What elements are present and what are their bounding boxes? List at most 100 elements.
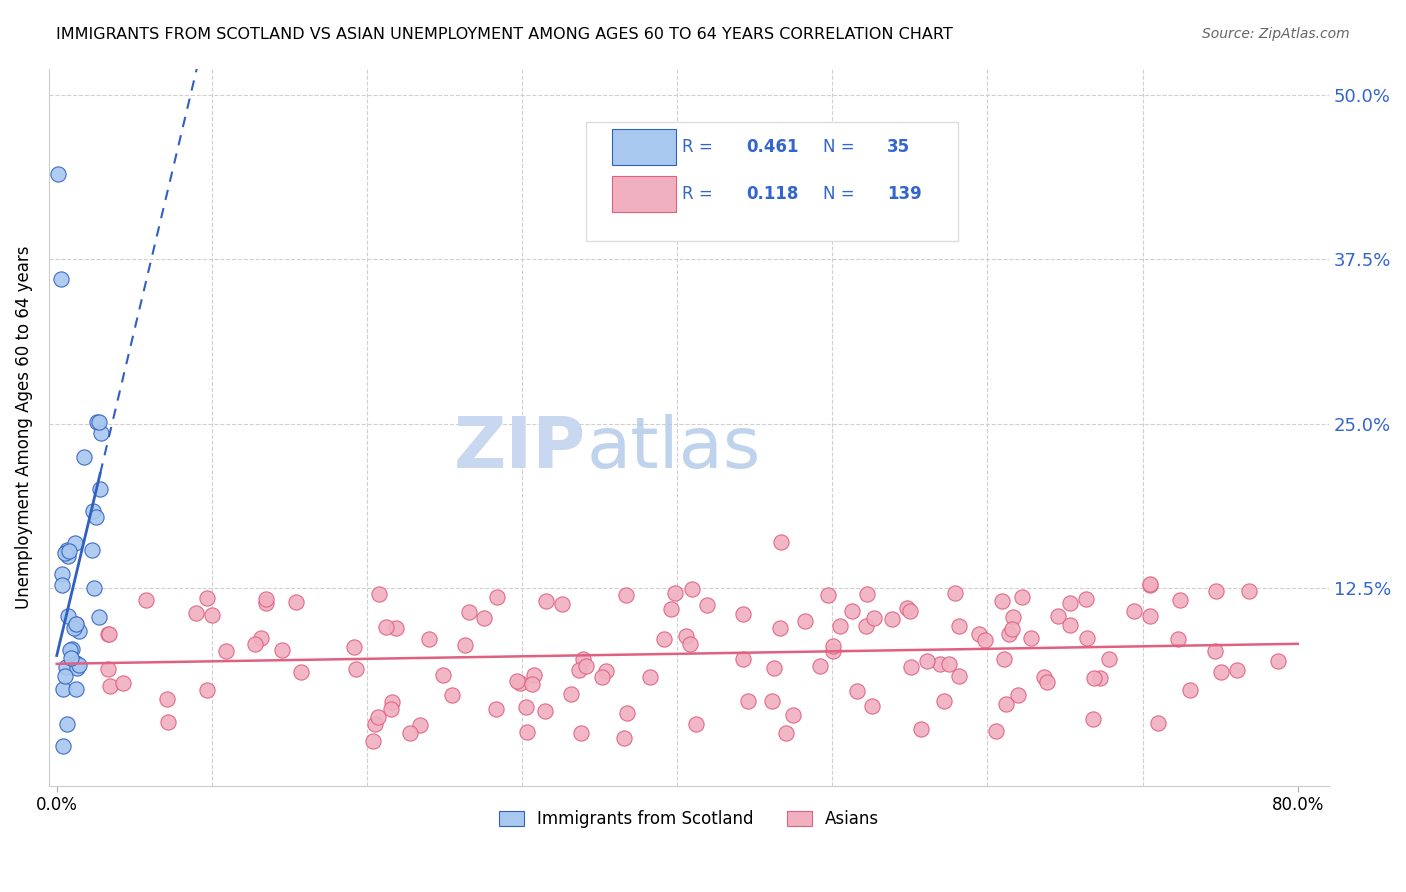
Point: [762, 661, 785, 675]
Point: [1046, 609, 1069, 624]
Text: ZIP: ZIP: [454, 414, 586, 483]
Point: [52, 739, 75, 753]
Point: [184, 606, 207, 620]
Point: [986, 724, 1008, 739]
Point: [53, 668, 76, 682]
Point: [595, 665, 617, 679]
Point: [51, 566, 73, 581]
Point: [1139, 609, 1161, 624]
Point: [1139, 578, 1161, 592]
Point: [1180, 682, 1202, 697]
Point: [98, 627, 121, 641]
Point: [568, 664, 591, 678]
Point: [828, 619, 851, 633]
Point: [97, 627, 120, 641]
Point: [823, 644, 845, 658]
Point: [1032, 669, 1054, 683]
Point: [1076, 631, 1098, 645]
Text: 35: 35: [887, 138, 910, 156]
Point: [63, 536, 86, 550]
Point: [638, 670, 661, 684]
Point: [943, 586, 966, 600]
Point: [575, 659, 598, 673]
Point: [381, 695, 404, 709]
Point: [399, 725, 422, 739]
Point: [1267, 655, 1289, 669]
Point: [1001, 622, 1024, 636]
Y-axis label: Unemployment Among Ages 60 to 64 years: Unemployment Among Ages 60 to 64 years: [15, 245, 32, 609]
Point: [65, 617, 87, 632]
Point: [652, 632, 675, 647]
Point: [516, 725, 538, 739]
Point: [135, 593, 157, 607]
Point: [195, 591, 218, 605]
Point: [80, 542, 103, 557]
Point: [995, 697, 1018, 711]
Point: [534, 704, 557, 718]
Point: [1036, 674, 1059, 689]
Point: [1098, 652, 1121, 666]
Text: R =: R =: [682, 185, 713, 203]
Point: [215, 643, 238, 657]
Point: [659, 602, 682, 616]
Point: [1007, 688, 1029, 702]
Point: [856, 587, 879, 601]
Point: [458, 605, 481, 619]
Point: [614, 588, 637, 602]
Text: N =: N =: [824, 138, 855, 156]
Text: atlas: atlas: [586, 414, 761, 483]
Text: 139: 139: [887, 185, 922, 203]
Point: [675, 629, 697, 643]
Point: [472, 611, 495, 625]
Point: [1019, 631, 1042, 645]
Point: [1123, 603, 1146, 617]
Text: 0.461: 0.461: [747, 138, 799, 156]
Point: [571, 725, 593, 739]
Point: [65, 657, 87, 671]
Point: [948, 669, 970, 683]
Point: [1226, 663, 1249, 677]
Point: [284, 595, 307, 609]
Point: [969, 627, 991, 641]
Point: [454, 639, 477, 653]
Point: [87, 610, 110, 624]
Point: [1083, 671, 1105, 685]
Point: [195, 683, 218, 698]
Point: [53, 546, 76, 560]
Point: [243, 637, 266, 651]
Point: [775, 725, 797, 739]
Point: [862, 611, 884, 625]
Point: [616, 706, 638, 721]
Point: [910, 722, 932, 736]
Point: [254, 592, 277, 607]
Point: [52, 681, 75, 696]
Point: [156, 715, 179, 730]
Point: [782, 708, 804, 723]
Point: [523, 668, 546, 682]
Point: [51, 578, 73, 592]
Point: [928, 657, 950, 671]
Point: [1059, 618, 1081, 632]
Point: [846, 684, 869, 698]
Point: [1139, 577, 1161, 591]
Point: [60, 651, 83, 665]
Text: Source: ZipAtlas.com: Source: ZipAtlas.com: [1202, 27, 1350, 41]
Point: [1088, 671, 1111, 685]
Point: [97, 662, 120, 676]
Point: [1167, 632, 1189, 646]
FancyBboxPatch shape: [586, 122, 957, 241]
Point: [62, 642, 84, 657]
Point: [250, 631, 273, 645]
Point: [56, 716, 79, 731]
Point: [915, 654, 938, 668]
Point: [613, 731, 636, 745]
Point: [65, 616, 87, 631]
Point: [343, 640, 366, 655]
Point: [73, 450, 96, 465]
Point: [534, 594, 557, 608]
Point: [48, 167, 70, 181]
Point: [522, 677, 544, 691]
Point: [993, 651, 1015, 665]
Point: [65, 682, 87, 697]
Point: [59, 643, 82, 657]
